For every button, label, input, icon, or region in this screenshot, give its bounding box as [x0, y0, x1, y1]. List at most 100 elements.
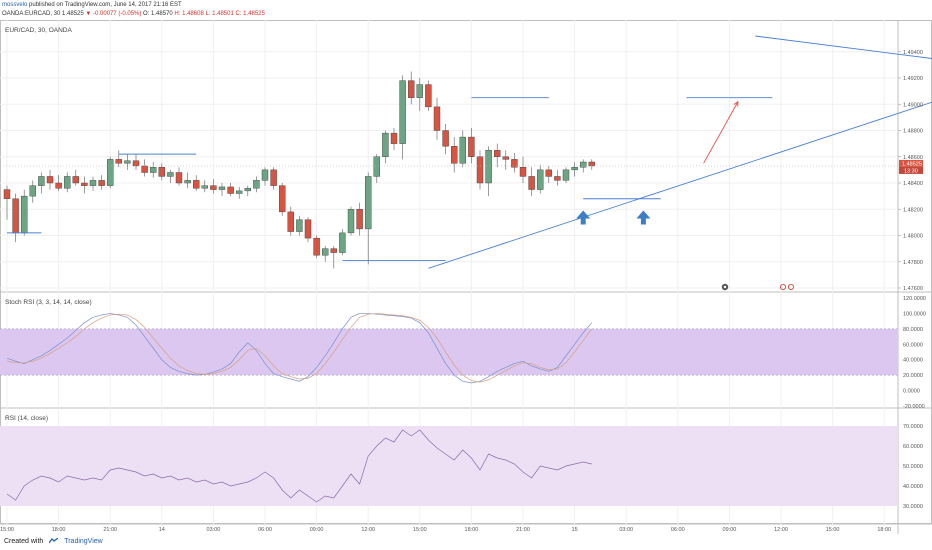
tradingview-brand[interactable]: TradingView: [64, 538, 103, 545]
candle-down: [313, 237, 320, 256]
candle-up: [416, 84, 423, 98]
candle-down: [425, 84, 432, 108]
projection-arrow: [703, 101, 739, 164]
stoch-tick-label: 100.0000: [903, 311, 926, 317]
stoch-tick-label: 80.0000: [903, 327, 923, 333]
x-tick-label: 18:00: [52, 527, 66, 533]
uptrend-line: [428, 101, 932, 269]
candle-down: [554, 176, 561, 181]
chart-frame[interactable]: 15:00 18:00 21:00 14 03:00 06:00 09:00 12:00 15:…: [0, 20, 932, 534]
candle-down: [390, 132, 398, 144]
low-value: L: 1.48501: [205, 11, 234, 17]
price-tick-label: 1.47600: [903, 286, 923, 292]
candle-up: [296, 219, 303, 232]
open-value: O: 1.48570: [143, 11, 173, 17]
candle-up: [571, 167, 578, 171]
candle-down: [511, 159, 518, 168]
publish-line: mossvelo published on TradingView.com, J…: [2, 1, 182, 9]
close-value: C: 1.48525: [235, 11, 265, 17]
candle-down: [519, 167, 527, 177]
x-tick-label: 09:00: [723, 527, 737, 533]
x-tick-label: 15:00: [826, 527, 840, 533]
candle-down: [81, 182, 88, 186]
price-tick-label: 1.48800: [903, 129, 923, 135]
candle-down: [158, 167, 166, 177]
candle-down: [451, 146, 458, 164]
x-tick-label: 15: [572, 527, 578, 533]
price-tick-label: 1.48000: [903, 234, 923, 240]
candle-down: [12, 198, 19, 234]
created-with-label: Created with: [4, 538, 44, 545]
price-tick-label: 1.47800: [903, 260, 923, 266]
candle-down: [476, 156, 484, 184]
candle-up: [244, 188, 252, 192]
x-tick-label: 14: [159, 527, 165, 533]
rsi-tick-label: 50.0000: [903, 464, 923, 470]
events-icon[interactable]: [780, 283, 795, 290]
publish-info: published on TradingView.com, June 14, 2…: [29, 2, 182, 8]
x-tick-label: 21:00: [516, 527, 530, 533]
candle-up: [399, 80, 406, 144]
x-tick-label: 09:00: [310, 527, 324, 533]
candle-down: [433, 106, 441, 131]
candle-down: [98, 180, 105, 186]
candle-up: [365, 176, 372, 230]
candle-up: [322, 248, 329, 256]
stoch-tick-label: 120.0000: [903, 296, 926, 302]
x-tick-label: 15:00: [413, 527, 427, 533]
high-value: H: 1.48608: [174, 11, 204, 17]
candle-down: [270, 169, 277, 186]
candle-up: [201, 185, 209, 189]
candle-down: [175, 172, 183, 184]
candle-up: [339, 232, 346, 253]
candle-down: [55, 182, 62, 189]
candle-down: [115, 159, 123, 164]
stoch-band: [0, 328, 898, 376]
tradingview-logo-icon: [49, 538, 59, 544]
price-tick-label: 1.48200: [903, 207, 923, 213]
last-price-label: 1.48525: [902, 161, 922, 167]
candle-down: [494, 149, 501, 157]
x-tick-label: 06:00: [671, 527, 685, 533]
candle-down: [3, 189, 11, 199]
x-tick-label: 12:00: [774, 527, 788, 533]
stoch-tick-label: 20.0000: [903, 373, 923, 379]
candle-up: [485, 149, 492, 184]
candle-up: [373, 156, 380, 177]
author-link[interactable]: mossvelo: [2, 2, 28, 8]
rsi-tick-label: 60.0000: [903, 444, 923, 450]
candle-down: [279, 185, 286, 213]
candle-up: [580, 161, 587, 168]
symbol-label: OANDA:EURCAD, 30: [2, 11, 61, 17]
candle-down: [227, 186, 234, 194]
candle-down: [528, 176, 535, 190]
x-tick-label: 12:00: [361, 527, 375, 533]
last-price: 1.48525: [62, 11, 84, 17]
price-tick-label: 1.49400: [903, 50, 923, 56]
downtrend-line: [755, 35, 932, 59]
stoch-pane-title: Stoch RSI (3, 3, 14, 14, close): [5, 299, 92, 306]
candle-up: [106, 159, 114, 186]
ohlc-line: OANDA:EURCAD, 30 1.48525 ▼ -0.00077 (-0.…: [2, 10, 265, 18]
rsi-pane-title: RSI (14, close): [5, 415, 48, 422]
gear-icon[interactable]: [721, 283, 729, 291]
x-tick-label: 03:00: [207, 527, 221, 533]
candle-up: [253, 180, 260, 189]
main-pane-title: EUR/CAD, 30, OANDA: [5, 27, 72, 34]
candle-down: [46, 176, 54, 184]
x-tick-label: 15:00: [0, 527, 14, 533]
rsi-band: [0, 426, 898, 506]
candle-up: [21, 195, 28, 234]
candle-down: [72, 176, 80, 184]
stoch-tick-label: 60.0000: [903, 342, 923, 348]
candle-up: [347, 209, 355, 234]
candle-up: [459, 136, 466, 164]
candle-up: [38, 176, 45, 186]
candle-down: [408, 80, 415, 98]
price-tick-label: 1.48600: [903, 155, 923, 161]
candle-down: [287, 211, 294, 232]
candle-up: [184, 180, 191, 184]
candle-down: [304, 219, 312, 239]
candle-up: [235, 190, 243, 194]
up-arrow-icon: [576, 210, 591, 225]
